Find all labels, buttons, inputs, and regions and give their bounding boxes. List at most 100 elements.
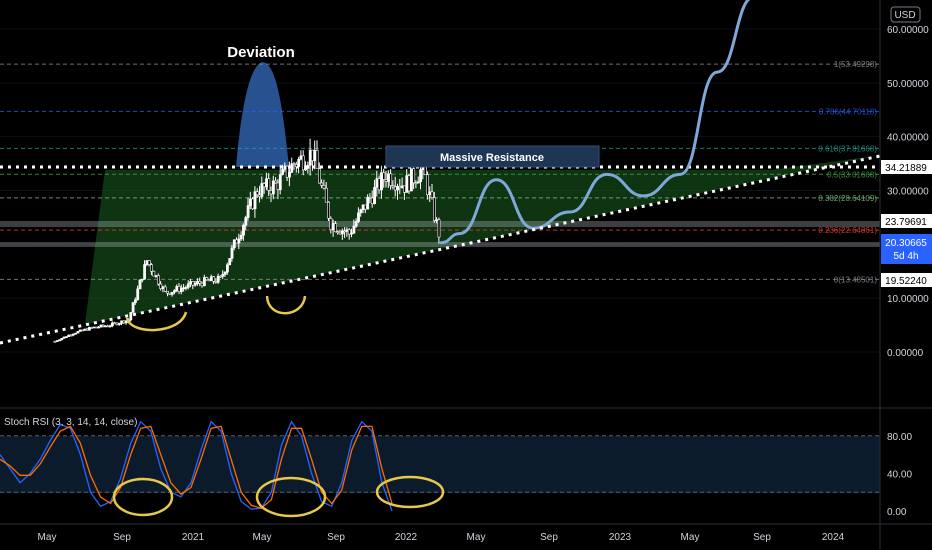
candle-body [175,286,179,291]
candle-body [235,239,239,244]
candle-body [265,178,268,188]
support-trendline [0,154,881,345]
candle-body [152,270,156,277]
candle-body [138,279,142,290]
price-axis[interactable]: 60.0000050.0000040.0000030.0000020.00000… [887,25,929,518]
deviation-highlight [236,62,289,167]
candle-body [271,180,275,195]
candle-body [331,223,335,230]
candle-body [198,281,202,284]
rsi-tick-label: 40.00 [887,469,912,480]
time-tick-label: May [467,532,486,543]
price-tick-label: 10.00000 [887,294,929,305]
candle-body [308,149,312,166]
candle-body [377,178,381,191]
candle-body [357,212,360,222]
candle-body [324,187,328,203]
time-tick-label: Sep [753,532,771,543]
candle-body [189,281,193,285]
candle-body [366,196,370,210]
candle-body [104,325,107,328]
candle-body [83,328,87,331]
candle-body [334,223,337,233]
candle-body [232,239,236,249]
candle-body [154,275,158,277]
candle-body [81,329,84,332]
projection-line [439,0,751,245]
price-badge-box [881,160,932,174]
candle-body [311,149,314,162]
candle-body [122,320,126,324]
fib-label: 0.382(28.64109) [818,194,877,203]
candle-body [290,163,294,173]
candle-body [432,197,436,221]
candle-body [145,260,149,265]
rsi-tick-label: 0.00 [887,507,907,518]
candle-body [347,229,351,235]
candle-body [106,325,110,328]
candle-body [281,169,285,175]
candle-body [412,168,416,184]
candle-body [117,323,121,326]
candle-body [237,238,241,244]
price-tick-label: 0.00000 [887,348,924,359]
candle-body [368,196,372,199]
price-badge-value: 20.30665 [885,238,927,249]
candle-body [345,229,349,232]
candle-body [294,164,298,167]
candle-body [426,174,429,196]
candle-body [113,322,117,325]
candle-body [338,231,342,235]
candle-body [343,230,347,233]
candle-body [228,258,232,266]
currency-label[interactable]: USD [894,10,915,21]
candle-body [60,338,64,341]
candle-body [134,299,137,303]
candle-body [400,185,404,189]
rsi-line [0,425,393,509]
price-badge-value: 23.79691 [885,217,927,228]
candle-body [301,155,305,171]
candle-body [414,182,418,185]
candle-body [329,217,333,230]
time-tick-label: 2022 [395,532,418,543]
candle-body [180,287,183,292]
candle-body [62,336,66,339]
candle-body [78,329,82,332]
candle-body [90,327,94,329]
candle-body [242,224,245,236]
candle-body [317,168,321,184]
candle-body [239,234,243,240]
resistance-label: Massive Resistance [440,152,544,164]
candle-body [55,340,59,342]
time-tick-label: Sep [540,532,558,543]
candle-body [437,219,441,238]
candle-body [129,312,133,321]
candle-body [327,201,331,219]
candle-body [150,264,153,272]
candle-body [88,327,91,331]
candle-body [384,179,388,182]
candle-body [76,331,80,334]
deviation-hump [236,62,289,167]
candle-body [352,225,356,234]
candle-body [396,185,400,191]
candle-body [306,164,310,169]
candle-body [92,326,96,329]
time-axis[interactable]: May Sep 2021 May Sep 2022 May Sep 2023 May Sep 2024 [38,532,845,543]
candle-body [262,183,266,188]
bottom-marker-2 [265,295,307,315]
candle-body [304,168,308,171]
candle-body [230,247,234,259]
price-badge-box [881,234,932,264]
time-tick-label: 2021 [182,532,205,543]
price-tick-label: 40.00000 [887,133,929,144]
fib-label: 0.786(44.70118) [819,107,877,116]
candle-body [166,290,170,294]
candle-body [115,322,119,326]
level-band-lower [0,242,880,247]
price-tick-label: 30.00000 [887,187,929,198]
time-tick-label: May [253,532,272,543]
fibonacci-levels: 1(53.49298) 0.786(44.70118) 0.618(37.81668… [0,60,880,284]
